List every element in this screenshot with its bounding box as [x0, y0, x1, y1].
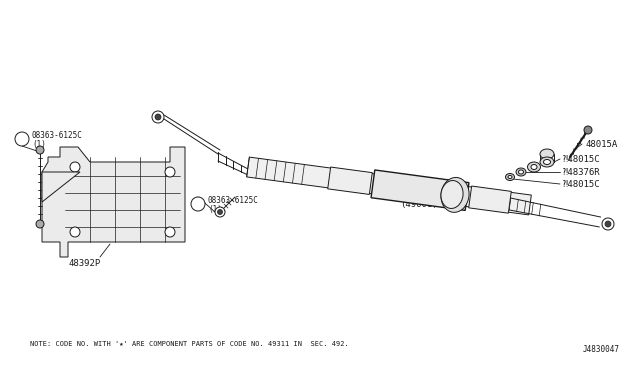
Text: ⁈48015C: ⁈48015C	[563, 180, 600, 189]
Text: (1): (1)	[208, 205, 222, 214]
Text: 08363-6125C: 08363-6125C	[32, 131, 83, 140]
Circle shape	[15, 132, 29, 146]
Polygon shape	[42, 172, 80, 202]
Polygon shape	[328, 167, 372, 195]
Text: SEC.492: SEC.492	[400, 189, 438, 199]
Polygon shape	[246, 157, 531, 215]
Text: B: B	[19, 136, 24, 142]
Circle shape	[70, 162, 80, 172]
Circle shape	[165, 167, 175, 177]
Ellipse shape	[516, 168, 526, 176]
Circle shape	[36, 220, 44, 228]
Ellipse shape	[543, 160, 550, 164]
Text: 08363-6125C: 08363-6125C	[208, 196, 259, 205]
Ellipse shape	[540, 157, 554, 167]
Circle shape	[165, 227, 175, 237]
Ellipse shape	[506, 173, 515, 180]
Polygon shape	[371, 170, 469, 211]
Circle shape	[70, 227, 80, 237]
Text: (49001): (49001)	[400, 199, 438, 208]
Circle shape	[605, 221, 611, 227]
Text: J4830047: J4830047	[583, 346, 620, 355]
Text: 48015A: 48015A	[586, 140, 618, 148]
Circle shape	[584, 126, 592, 134]
Polygon shape	[42, 147, 185, 257]
Text: B: B	[195, 201, 200, 207]
Text: 48392P: 48392P	[69, 260, 101, 269]
Ellipse shape	[441, 177, 469, 212]
Ellipse shape	[508, 176, 512, 179]
Circle shape	[152, 111, 164, 123]
Text: NOTE: CODE NO. WITH '★' ARE COMPONENT PARTS OF CODE NO. 49311 IN  SEC. 492.: NOTE: CODE NO. WITH '★' ARE COMPONENT PA…	[30, 341, 349, 347]
Ellipse shape	[540, 149, 554, 159]
Ellipse shape	[441, 180, 463, 208]
Circle shape	[155, 114, 161, 120]
Polygon shape	[468, 186, 511, 213]
Circle shape	[191, 197, 205, 211]
Circle shape	[602, 218, 614, 230]
Circle shape	[36, 146, 44, 154]
Circle shape	[218, 209, 223, 215]
Text: ⁈48376R: ⁈48376R	[563, 167, 600, 176]
Ellipse shape	[531, 164, 537, 170]
Circle shape	[215, 207, 225, 217]
Ellipse shape	[527, 162, 541, 172]
Text: (1): (1)	[32, 140, 46, 148]
Text: ⁈48015C: ⁈48015C	[563, 154, 600, 164]
Ellipse shape	[518, 170, 524, 174]
